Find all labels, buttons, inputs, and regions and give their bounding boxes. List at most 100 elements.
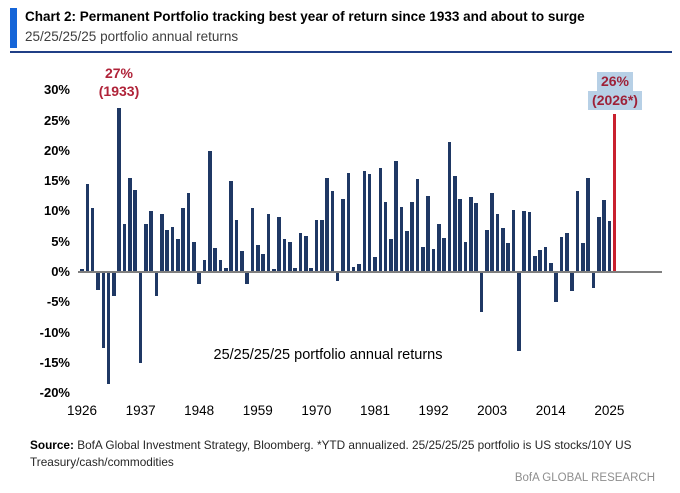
- source-text: BofA Global Investment Strategy, Bloombe…: [30, 438, 632, 469]
- bar-1981: [373, 256, 377, 272]
- bar-1998: [463, 241, 468, 272]
- bar-2008: [517, 272, 521, 351]
- bar-2003: [490, 193, 494, 272]
- bar-2015: [554, 272, 558, 303]
- x-tick-1926: 1926: [66, 403, 98, 418]
- y-tick--5: -5%: [46, 294, 70, 310]
- bar-1960: [261, 253, 265, 272]
- bar-2005: [501, 227, 505, 272]
- y-tick-15: 15%: [43, 173, 70, 189]
- bar-1963: [277, 217, 281, 272]
- bar-1984: [389, 239, 393, 272]
- bar-1933: [117, 108, 122, 272]
- bar-1996: [453, 176, 457, 272]
- bar-1935: [128, 178, 132, 272]
- bar-2000: [474, 202, 478, 272]
- bar-1957: [245, 272, 249, 285]
- bar-2022: [591, 272, 596, 289]
- bar-1999: [469, 196, 473, 272]
- brand-footer: BofA GLOBAL RESEARCH: [514, 472, 655, 484]
- annotation-1933-year: (1933): [98, 83, 140, 99]
- x-tick-1981: 1981: [359, 403, 390, 418]
- bar-1940: [154, 272, 159, 297]
- bar-1936: [133, 190, 138, 272]
- bar-1951: [213, 247, 217, 272]
- annotation-1933: 27% (1933): [87, 64, 151, 100]
- bar-1987: [405, 230, 409, 272]
- annotation-2026-value: 26%: [596, 72, 634, 91]
- bar-1988: [410, 202, 415, 272]
- bar-1927: [85, 184, 90, 272]
- y-tick--15: -15%: [39, 354, 70, 370]
- zero-axis-line: [78, 271, 662, 273]
- y-tick-10: 10%: [43, 203, 70, 219]
- bar-1980: [367, 173, 372, 272]
- bar-1931: [106, 272, 111, 385]
- bar-1970: [314, 220, 319, 272]
- bar-1966: [293, 267, 297, 272]
- bar-2004: [495, 213, 500, 272]
- bar-1953: [224, 267, 228, 272]
- bar-1962: [271, 268, 276, 272]
- bar-1961: [266, 214, 271, 272]
- source-note: Source: BofA Global Investment Strategy,…: [30, 437, 638, 471]
- bar-1992: [431, 248, 436, 272]
- bar-1955: [234, 220, 239, 272]
- annotation-2026: 26% (2026*): [578, 72, 652, 110]
- bar-1926: [80, 268, 84, 272]
- annotation-1933-value: 27%: [104, 65, 134, 81]
- x-tick-2014: 2014: [535, 403, 566, 418]
- bar-1956: [240, 250, 244, 272]
- bar-1942: [165, 229, 170, 272]
- bar-1948: [197, 272, 201, 285]
- bar-2007: [511, 209, 516, 272]
- bar-1983: [383, 201, 388, 272]
- bar-1975: [341, 199, 345, 272]
- y-tick-25: 25%: [43, 112, 70, 128]
- bar-1976: [346, 172, 351, 272]
- bar-1932: [112, 272, 116, 297]
- bar-1941: [160, 214, 164, 272]
- bar-2010: [527, 212, 532, 272]
- bar-1990: [421, 247, 425, 272]
- bar-2006: [506, 242, 510, 272]
- y-tick--10: -10%: [39, 324, 70, 340]
- bar-2016: [559, 236, 564, 272]
- bar-1944: [176, 238, 180, 272]
- bar-1986: [399, 206, 404, 272]
- bar-2002: [485, 229, 489, 272]
- bar-1995: [447, 141, 452, 272]
- bar-2023: [596, 217, 601, 272]
- bar-2026: [612, 114, 617, 272]
- bar-1974: [335, 272, 340, 282]
- bar-1968: [303, 235, 308, 272]
- bar-1965: [287, 241, 292, 272]
- bar-2012: [538, 250, 542, 272]
- source-label: Source:: [30, 438, 74, 452]
- bar-1934: [122, 223, 127, 272]
- bar-1997: [458, 199, 462, 272]
- y-tick-20: 20%: [43, 142, 70, 158]
- inner-chart-label: 25/25/25/25 portfolio annual returns: [213, 347, 443, 363]
- title-accent-bar: [10, 8, 17, 48]
- bar-1971: [319, 220, 324, 272]
- bar-1994: [442, 238, 447, 272]
- bar-1958: [250, 208, 255, 272]
- bar-2025: [607, 221, 612, 272]
- bar-2018: [570, 272, 574, 291]
- x-tick-1948: 1948: [184, 403, 215, 418]
- bar-2009: [522, 210, 526, 272]
- bar-1989: [415, 179, 420, 272]
- bar-2001: [479, 272, 484, 312]
- bar-1937: [138, 272, 143, 363]
- bar-1978: [357, 264, 361, 272]
- plot-area: 27% (1933) 26% (2026*) 25/25/25/25 portf…: [39, 64, 662, 418]
- x-tick-1959: 1959: [242, 403, 273, 418]
- annotation-2026-year: (2026*): [588, 91, 642, 110]
- bar-2024: [602, 199, 606, 272]
- bar-2013: [543, 246, 548, 272]
- bar-1972: [325, 178, 329, 272]
- bar-2017: [564, 233, 569, 272]
- bar-2019: [575, 190, 580, 272]
